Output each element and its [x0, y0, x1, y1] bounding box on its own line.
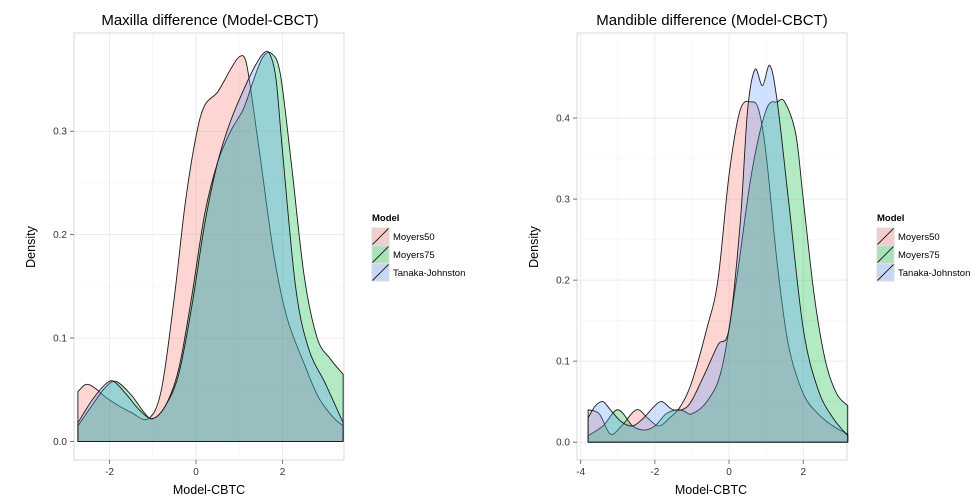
- y-tick-label: 0.2: [53, 230, 67, 241]
- y-tick-label: 0.1: [53, 334, 67, 345]
- mandible-x-axis-title: Model-CBTC: [675, 483, 747, 497]
- mandible-legend: Model Moyers50 Moyers75 Tanaka-Johnston: [876, 213, 970, 282]
- maxilla-y-axis-title: Density: [24, 225, 38, 267]
- x-tick-label: 2: [800, 467, 806, 478]
- density-area-moyers50: [77, 55, 344, 442]
- maxilla-legend: Model Moyers50 Moyers75 Tanaka-Johnston: [371, 213, 465, 282]
- y-tick-label: 0.3: [556, 195, 570, 206]
- y-tick-label: 0.2: [556, 276, 570, 287]
- mandible-chart: Mandible difference (Model-CBCT) -4 -2 0 2 …: [527, 12, 970, 497]
- y-tick-label: 0.4: [556, 114, 570, 125]
- y-tick-label: 0.0: [556, 438, 570, 449]
- mandible-plot-background: [576, 32, 848, 461]
- legend-label-moyers75: Moyers75: [898, 250, 940, 261]
- maxilla-y-axis: 0.0 0.1 0.2 0.3: [53, 127, 74, 448]
- maxilla-chart-title: Maxilla difference (Model-CBCT): [101, 12, 318, 29]
- legend-key-stroke-moyers50: [877, 228, 894, 245]
- mandible-y-axis: 0.0 0.1 0.2 0.3 0.4: [556, 114, 577, 449]
- mandible-grid: [577, 33, 847, 460]
- legend-label-moyers75: Moyers75: [393, 250, 435, 261]
- x-tick-label: 2: [280, 467, 286, 478]
- maxilla-legend-title: Model: [372, 213, 399, 224]
- maxilla-x-axis-title: Model-CBTC: [173, 483, 245, 497]
- legend-label-moyers50: Moyers50: [393, 232, 435, 243]
- density-area-moyers75: [77, 51, 344, 442]
- x-tick-label: -2: [105, 467, 114, 478]
- x-tick-label: 0: [726, 467, 732, 478]
- density-area-tanaka-johnston: [587, 64, 849, 443]
- legend-key-stroke-moyers75: [877, 246, 894, 263]
- mandible-series-layer: [587, 64, 849, 443]
- legend-label-moyers50: Moyers50: [898, 232, 940, 243]
- maxilla-series-layer: [77, 50, 344, 442]
- density-area-tanaka-johnston: [77, 50, 344, 442]
- maxilla-x-axis: -2 0 2: [105, 460, 286, 478]
- x-tick-label: 0: [193, 467, 199, 478]
- density-area-moyers50: [587, 100, 849, 443]
- maxilla-chart: Maxilla difference (Model-CBCT) -2 0 2 0.0…: [24, 12, 465, 497]
- y-tick-label: 0.3: [53, 127, 67, 138]
- maxilla-plot-background: [73, 32, 345, 461]
- legend-key-stroke-tanaka-johnston: [372, 264, 389, 281]
- y-tick-label: 0.1: [556, 357, 570, 368]
- y-tick-label: 0.0: [53, 437, 67, 448]
- mandible-legend-title: Model: [877, 213, 904, 224]
- x-tick-label: -2: [650, 467, 659, 478]
- legend-label-tanaka-johnston: Tanaka-Johnston: [393, 268, 465, 279]
- mandible-y-axis-title: Density: [527, 225, 541, 267]
- mandible-x-axis: -4 -2 0 2: [576, 460, 806, 478]
- mandible-chart-title: Mandible difference (Model-CBCT): [596, 12, 827, 29]
- legend-key-stroke-moyers50: [372, 228, 389, 245]
- legend-label-tanaka-johnston: Tanaka-Johnston: [898, 268, 970, 279]
- legend-key-stroke-moyers75: [372, 246, 389, 263]
- x-tick-label: -4: [576, 467, 585, 478]
- legend-key-stroke-tanaka-johnston: [877, 264, 894, 281]
